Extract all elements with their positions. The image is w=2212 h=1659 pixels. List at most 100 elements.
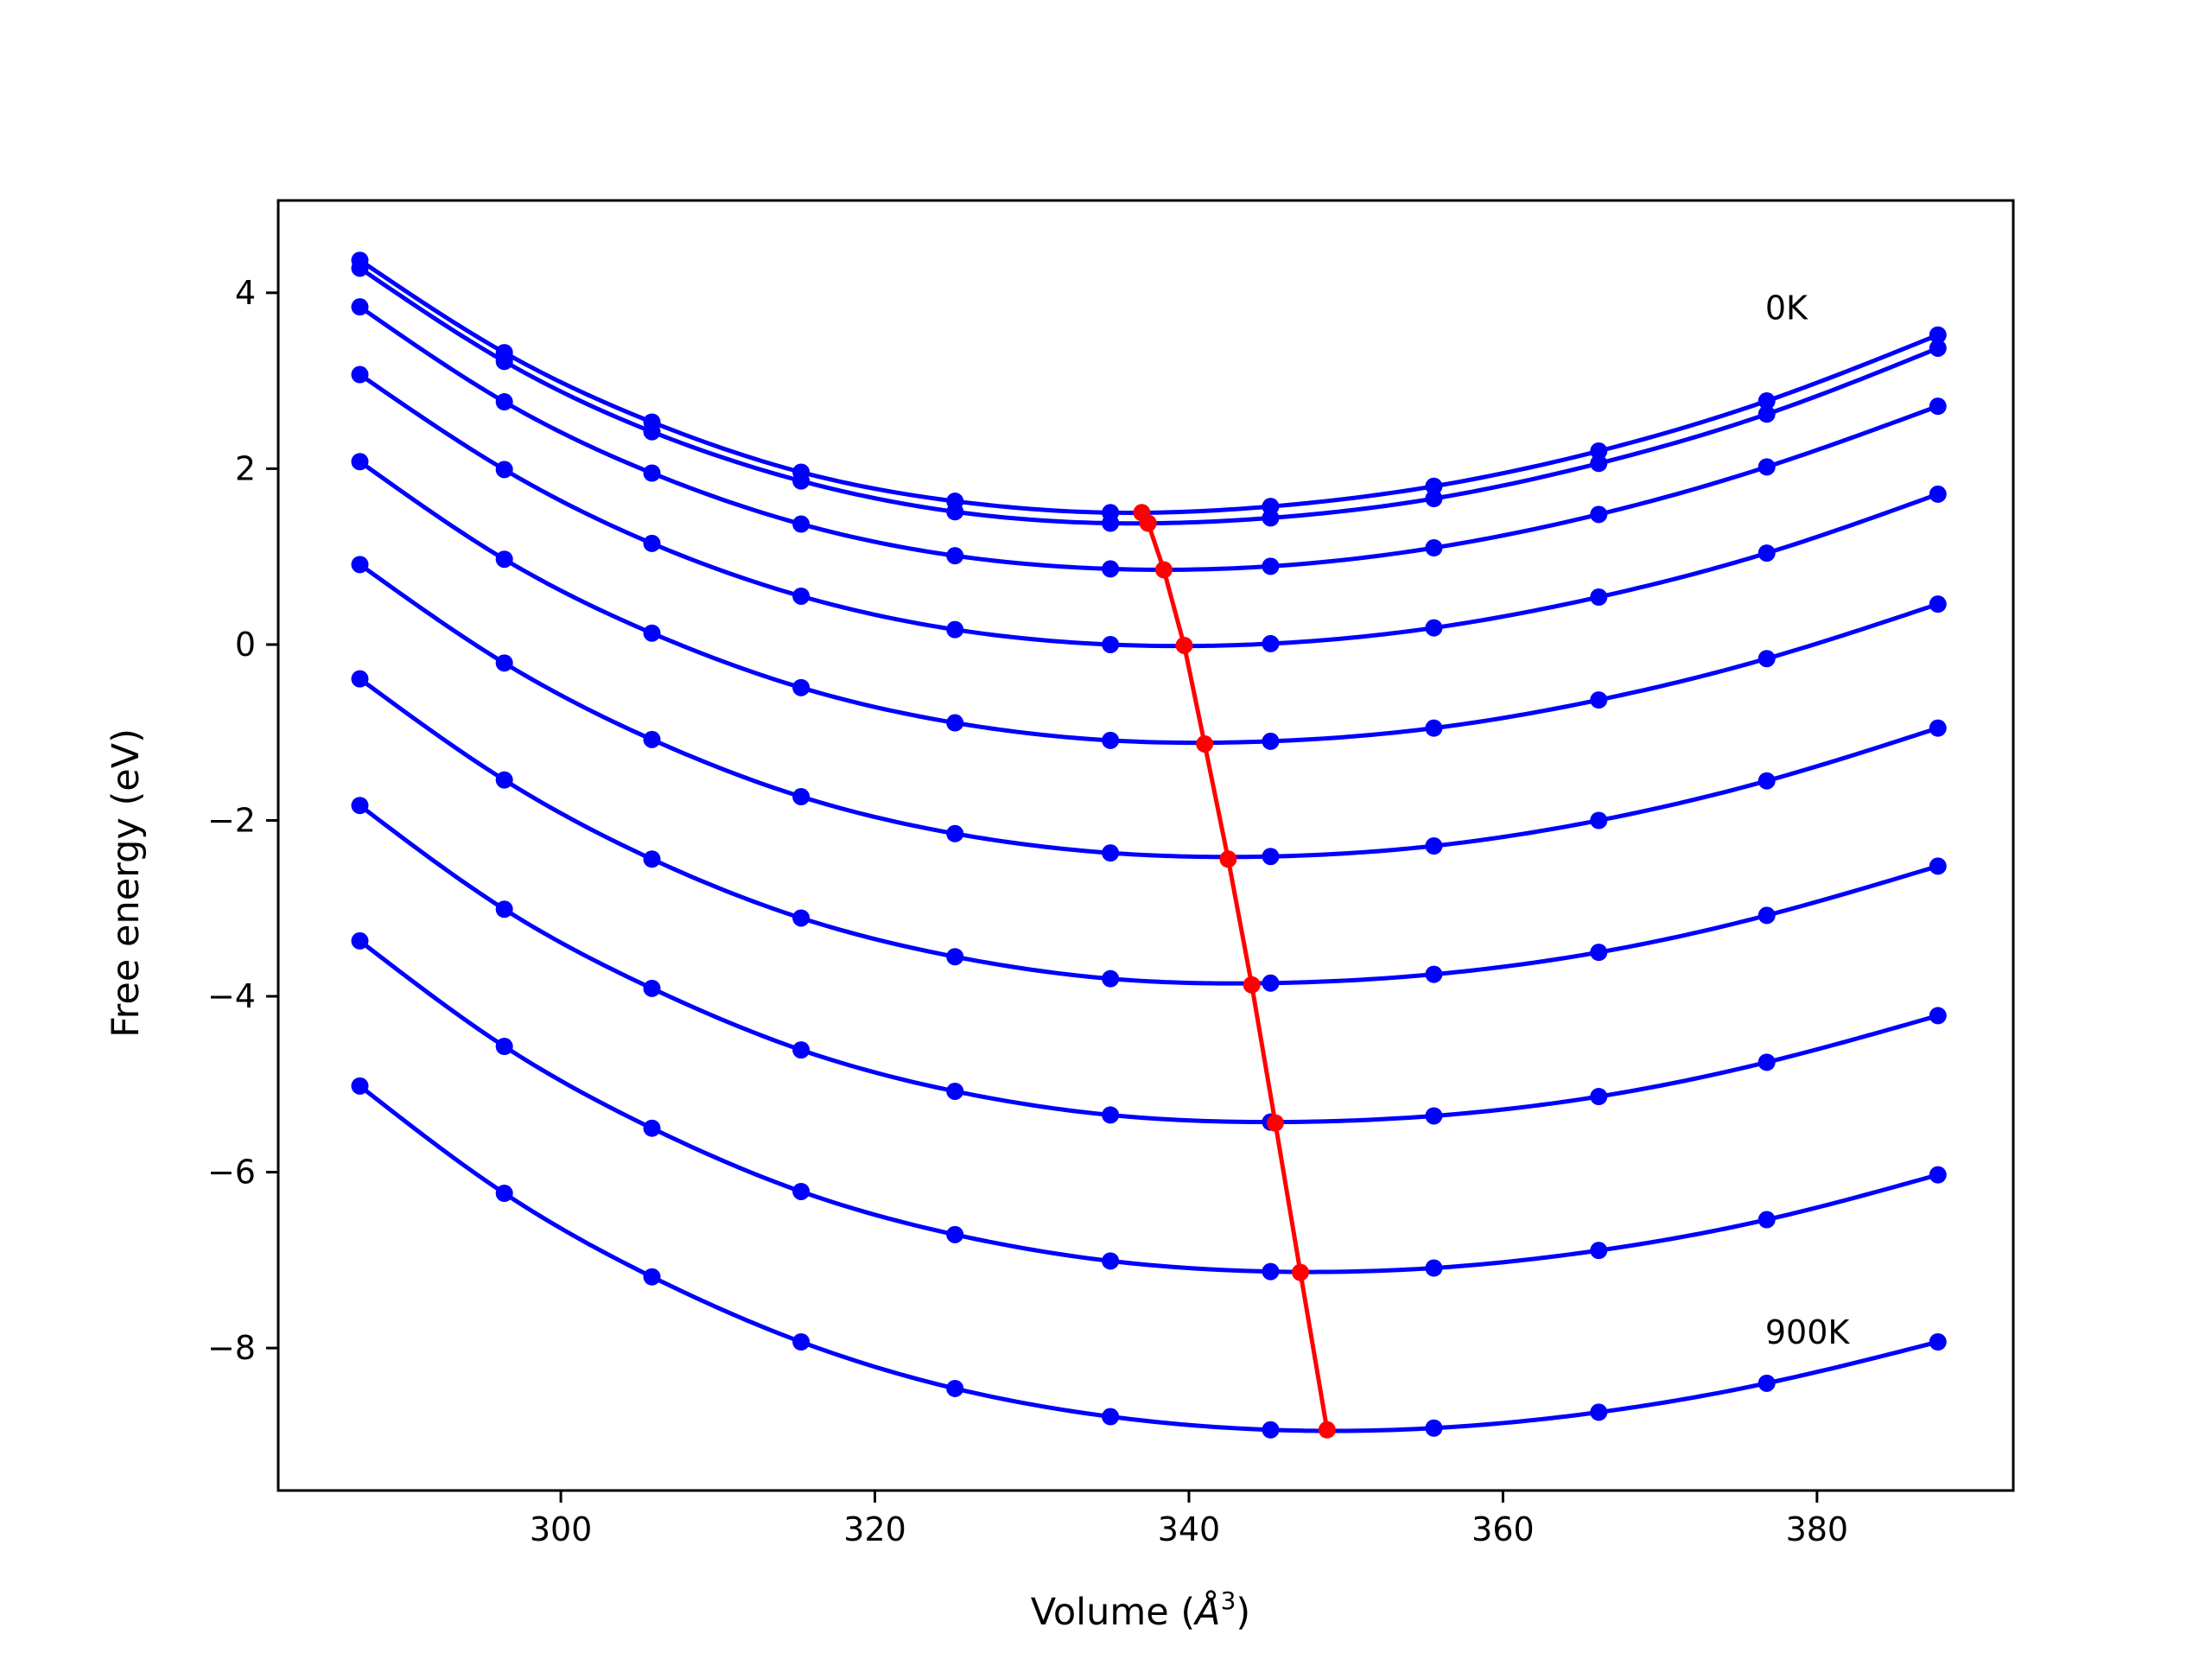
series-9 (351, 931, 1947, 1281)
data-point (1929, 1166, 1947, 1184)
y-tick-label: −4 (207, 977, 256, 1015)
data-point (1102, 1408, 1120, 1426)
series-line (358, 804, 1939, 1125)
x-ticks: 300 320 340 360 380 (530, 1491, 1848, 1548)
data-point (495, 393, 513, 411)
data-point (1758, 650, 1776, 668)
series-line (359, 563, 1939, 860)
data-point (1758, 772, 1776, 790)
data-point (1425, 837, 1443, 855)
series-line (359, 305, 1939, 572)
data-point (1425, 619, 1443, 637)
y-tick-label: 4 (235, 274, 256, 312)
data-point (1929, 326, 1947, 344)
data-point (1102, 514, 1120, 532)
data-point (1929, 397, 1947, 416)
series-8 (351, 797, 1947, 1131)
data-point (1102, 731, 1120, 749)
data-point (946, 714, 964, 732)
data-point (351, 931, 369, 950)
minimum-point (1243, 976, 1261, 994)
data-point (1425, 490, 1443, 508)
minimum-point (1266, 1114, 1284, 1132)
data-point (1590, 505, 1608, 524)
data-point (946, 620, 964, 639)
data-point (1929, 595, 1947, 613)
data-point (792, 678, 810, 696)
data-point (351, 298, 369, 316)
data-point (792, 1041, 810, 1059)
data-point (792, 1182, 810, 1200)
series-line (359, 372, 1939, 649)
data-point (1929, 857, 1947, 875)
data-point (792, 909, 810, 927)
data-point (643, 979, 661, 997)
x-tick-label: 300 (530, 1510, 593, 1548)
data-point (1590, 588, 1608, 606)
series-line (359, 460, 1939, 746)
data-point (351, 259, 369, 277)
y-tick-label: −8 (207, 1329, 256, 1367)
data-point (1590, 1088, 1608, 1106)
data-point (1102, 844, 1120, 862)
data-point (1102, 1252, 1120, 1270)
data-point (1262, 509, 1280, 527)
data-point (1758, 544, 1776, 563)
data-point (792, 472, 810, 490)
data-point (1929, 1007, 1947, 1025)
data-point (946, 547, 964, 565)
data-point (1929, 339, 1947, 357)
data-point (1758, 392, 1776, 410)
data-point (1262, 1262, 1280, 1281)
data-point (1758, 1374, 1776, 1392)
data-point (1758, 1211, 1776, 1229)
data-point (643, 850, 661, 868)
data-point (1590, 1403, 1608, 1421)
data-point (643, 730, 661, 748)
data-point (946, 824, 964, 842)
x-tick-label: 380 (1786, 1510, 1849, 1548)
series-7 (351, 670, 1947, 992)
data-point (1758, 906, 1776, 925)
minimum-point (1219, 850, 1237, 868)
annotation-label: 900K (1765, 1313, 1851, 1351)
data-point (351, 1077, 369, 1095)
y-tick-label: −2 (207, 801, 256, 839)
data-point (946, 503, 964, 521)
data-point (1425, 1107, 1443, 1125)
data-point (1758, 405, 1776, 423)
data-point (351, 365, 369, 384)
data-point (1590, 811, 1608, 830)
data-point (792, 788, 810, 806)
y-tick-label: 2 (235, 449, 256, 487)
data-point (643, 1119, 661, 1137)
data-point (1262, 634, 1280, 652)
x-tick-label: 360 (1471, 1510, 1535, 1548)
data-point (1102, 560, 1120, 578)
data-point (1262, 732, 1280, 750)
series-4 (351, 365, 1947, 653)
data-point (643, 423, 661, 441)
minimum-point (1196, 734, 1214, 753)
series-3 (351, 298, 1947, 578)
series-6 (351, 556, 1947, 866)
data-point (1929, 1333, 1947, 1351)
minimum-curve-layer (1133, 504, 1336, 1439)
data-point (495, 550, 513, 569)
data-point (1590, 944, 1608, 962)
data-point (1929, 719, 1947, 737)
data-point (351, 797, 369, 815)
y-tick-label: 0 (235, 626, 256, 664)
data-point (1425, 477, 1443, 495)
minimum-point (1139, 514, 1157, 532)
minimum-point (1175, 636, 1193, 654)
data-point (946, 1379, 964, 1397)
data-point (643, 464, 661, 482)
x-axis-unit: Å (1192, 1590, 1220, 1634)
data-point (1425, 1419, 1443, 1437)
data-point (1262, 557, 1280, 575)
plot-frame (276, 199, 2015, 1492)
data-point (946, 1082, 964, 1100)
data-point (1590, 691, 1608, 709)
